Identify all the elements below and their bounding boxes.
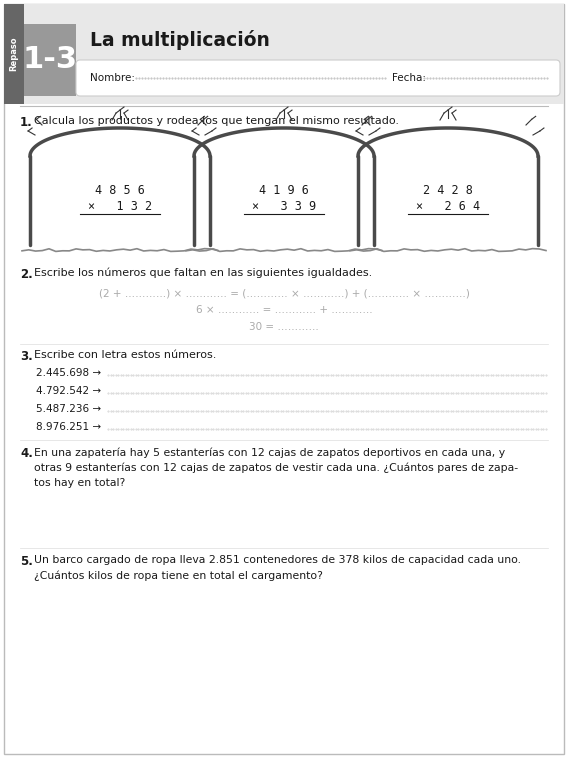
Text: Escribe con letra estos números.: Escribe con letra estos números. xyxy=(34,350,216,360)
FancyBboxPatch shape xyxy=(4,4,564,104)
Text: Repaso: Repaso xyxy=(10,36,19,71)
Text: ×   2 6 4: × 2 6 4 xyxy=(416,199,480,212)
Text: Fecha:: Fecha: xyxy=(392,73,426,83)
Text: 2.: 2. xyxy=(20,268,33,281)
Text: 3.: 3. xyxy=(20,350,33,363)
Text: Calcula los productos y rodea los que tengan el mismo resultado.: Calcula los productos y rodea los que te… xyxy=(34,116,399,126)
Text: 1-3: 1-3 xyxy=(23,45,77,74)
Text: 8.976.251 →: 8.976.251 → xyxy=(36,422,101,432)
Text: ×   3 3 9: × 3 3 9 xyxy=(252,199,316,212)
Text: Nombre:: Nombre: xyxy=(90,73,135,83)
Text: Un barco cargado de ropa lleva 2.851 contenedores de 378 kilos de capacidad cada: Un barco cargado de ropa lleva 2.851 con… xyxy=(34,555,521,581)
Text: Escribe los números que faltan en las siguientes igualdades.: Escribe los números que faltan en las si… xyxy=(34,268,372,278)
Text: 4 1 9 6: 4 1 9 6 xyxy=(259,183,309,196)
Text: 5.: 5. xyxy=(20,555,33,568)
FancyBboxPatch shape xyxy=(4,4,24,104)
Text: 4.: 4. xyxy=(20,447,33,460)
Text: 6 × ………… = ………… + …………: 6 × ………… = ………… + ………… xyxy=(195,305,373,315)
FancyBboxPatch shape xyxy=(24,24,76,96)
Text: 30 = …………: 30 = ………… xyxy=(249,322,319,332)
Text: (2 + …………) × ………… = (………… × …………) + (………… × …………): (2 + …………) × ………… = (………… × …………) + (………… xyxy=(99,288,469,298)
Text: 1.: 1. xyxy=(20,116,33,129)
Text: 4 8 5 6: 4 8 5 6 xyxy=(95,183,145,196)
Text: 2 4 2 8: 2 4 2 8 xyxy=(423,183,473,196)
Text: ×   1 3 2: × 1 3 2 xyxy=(88,199,152,212)
Text: 5.487.236 →: 5.487.236 → xyxy=(36,404,101,414)
Text: En una zapatería hay 5 estanterías con 12 cajas de zapatos deportivos en cada un: En una zapatería hay 5 estanterías con 1… xyxy=(34,447,518,488)
Text: 4.792.542 →: 4.792.542 → xyxy=(36,386,101,396)
Text: La multiplicación: La multiplicación xyxy=(90,30,270,50)
FancyBboxPatch shape xyxy=(76,60,560,96)
Text: 2.445.698 →: 2.445.698 → xyxy=(36,368,101,378)
